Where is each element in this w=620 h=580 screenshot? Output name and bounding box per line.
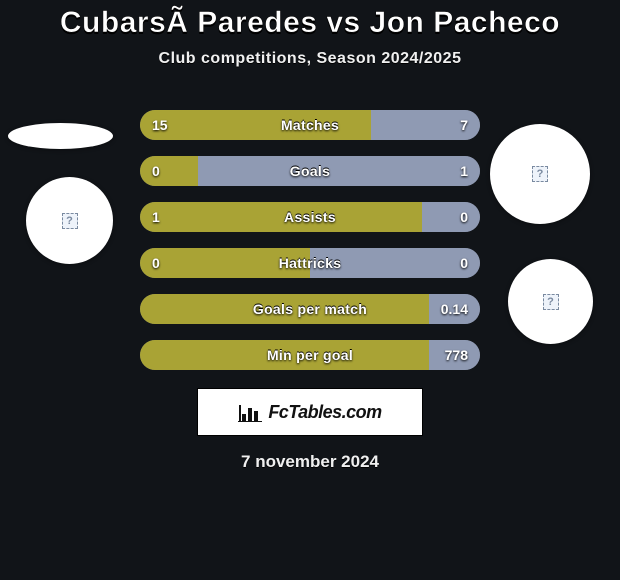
decor-circle-bottom-right: ? bbox=[508, 259, 593, 344]
placeholder-icon: ? bbox=[62, 213, 78, 229]
stat-bar-left-seg bbox=[140, 340, 429, 370]
stats-bar-group: Matches157 Goals01 Assists10 Hattricks00 Goa… bbox=[140, 110, 480, 370]
stat-bar: Hattricks00 bbox=[140, 248, 480, 278]
stat-bar-left-seg bbox=[140, 248, 310, 278]
stat-bar-left-seg bbox=[140, 294, 429, 324]
barchart-icon bbox=[238, 402, 262, 422]
stat-bar-right-seg bbox=[198, 156, 480, 186]
stat-bar: Goals per match0.14 bbox=[140, 294, 480, 324]
page-title: CubarsÃ Paredes vs Jon Pacheco bbox=[0, 6, 620, 40]
stat-bar-right-seg bbox=[310, 248, 480, 278]
stat-bar-right-seg bbox=[371, 110, 480, 140]
brand-text: FcTables.com bbox=[268, 402, 381, 423]
stat-bar: Matches157 bbox=[140, 110, 480, 140]
stat-bar-left-seg bbox=[140, 156, 198, 186]
placeholder-icon: ? bbox=[543, 294, 559, 310]
stat-bar: Goals01 bbox=[140, 156, 480, 186]
date-label: 7 november 2024 bbox=[0, 452, 620, 472]
decor-ellipse-tl bbox=[8, 123, 113, 149]
stat-bar-left-seg bbox=[140, 110, 371, 140]
subtitle: Club competitions, Season 2024/2025 bbox=[0, 50, 620, 68]
stat-bar-right-seg bbox=[422, 202, 480, 232]
stat-bar-left-seg bbox=[140, 202, 422, 232]
stat-bar-right-seg bbox=[429, 294, 480, 324]
brand-badge: FcTables.com bbox=[197, 388, 423, 436]
stat-bar-right-seg bbox=[429, 340, 480, 370]
decor-circle-top-right: ? bbox=[490, 124, 590, 224]
infographic-root: CubarsÃ Paredes vs Jon Pacheco Club comp… bbox=[0, 0, 620, 580]
placeholder-icon: ? bbox=[532, 166, 548, 182]
decor-circle-left: ? bbox=[26, 177, 113, 264]
stat-bar: Assists10 bbox=[140, 202, 480, 232]
stat-bar: Min per goal778 bbox=[140, 340, 480, 370]
